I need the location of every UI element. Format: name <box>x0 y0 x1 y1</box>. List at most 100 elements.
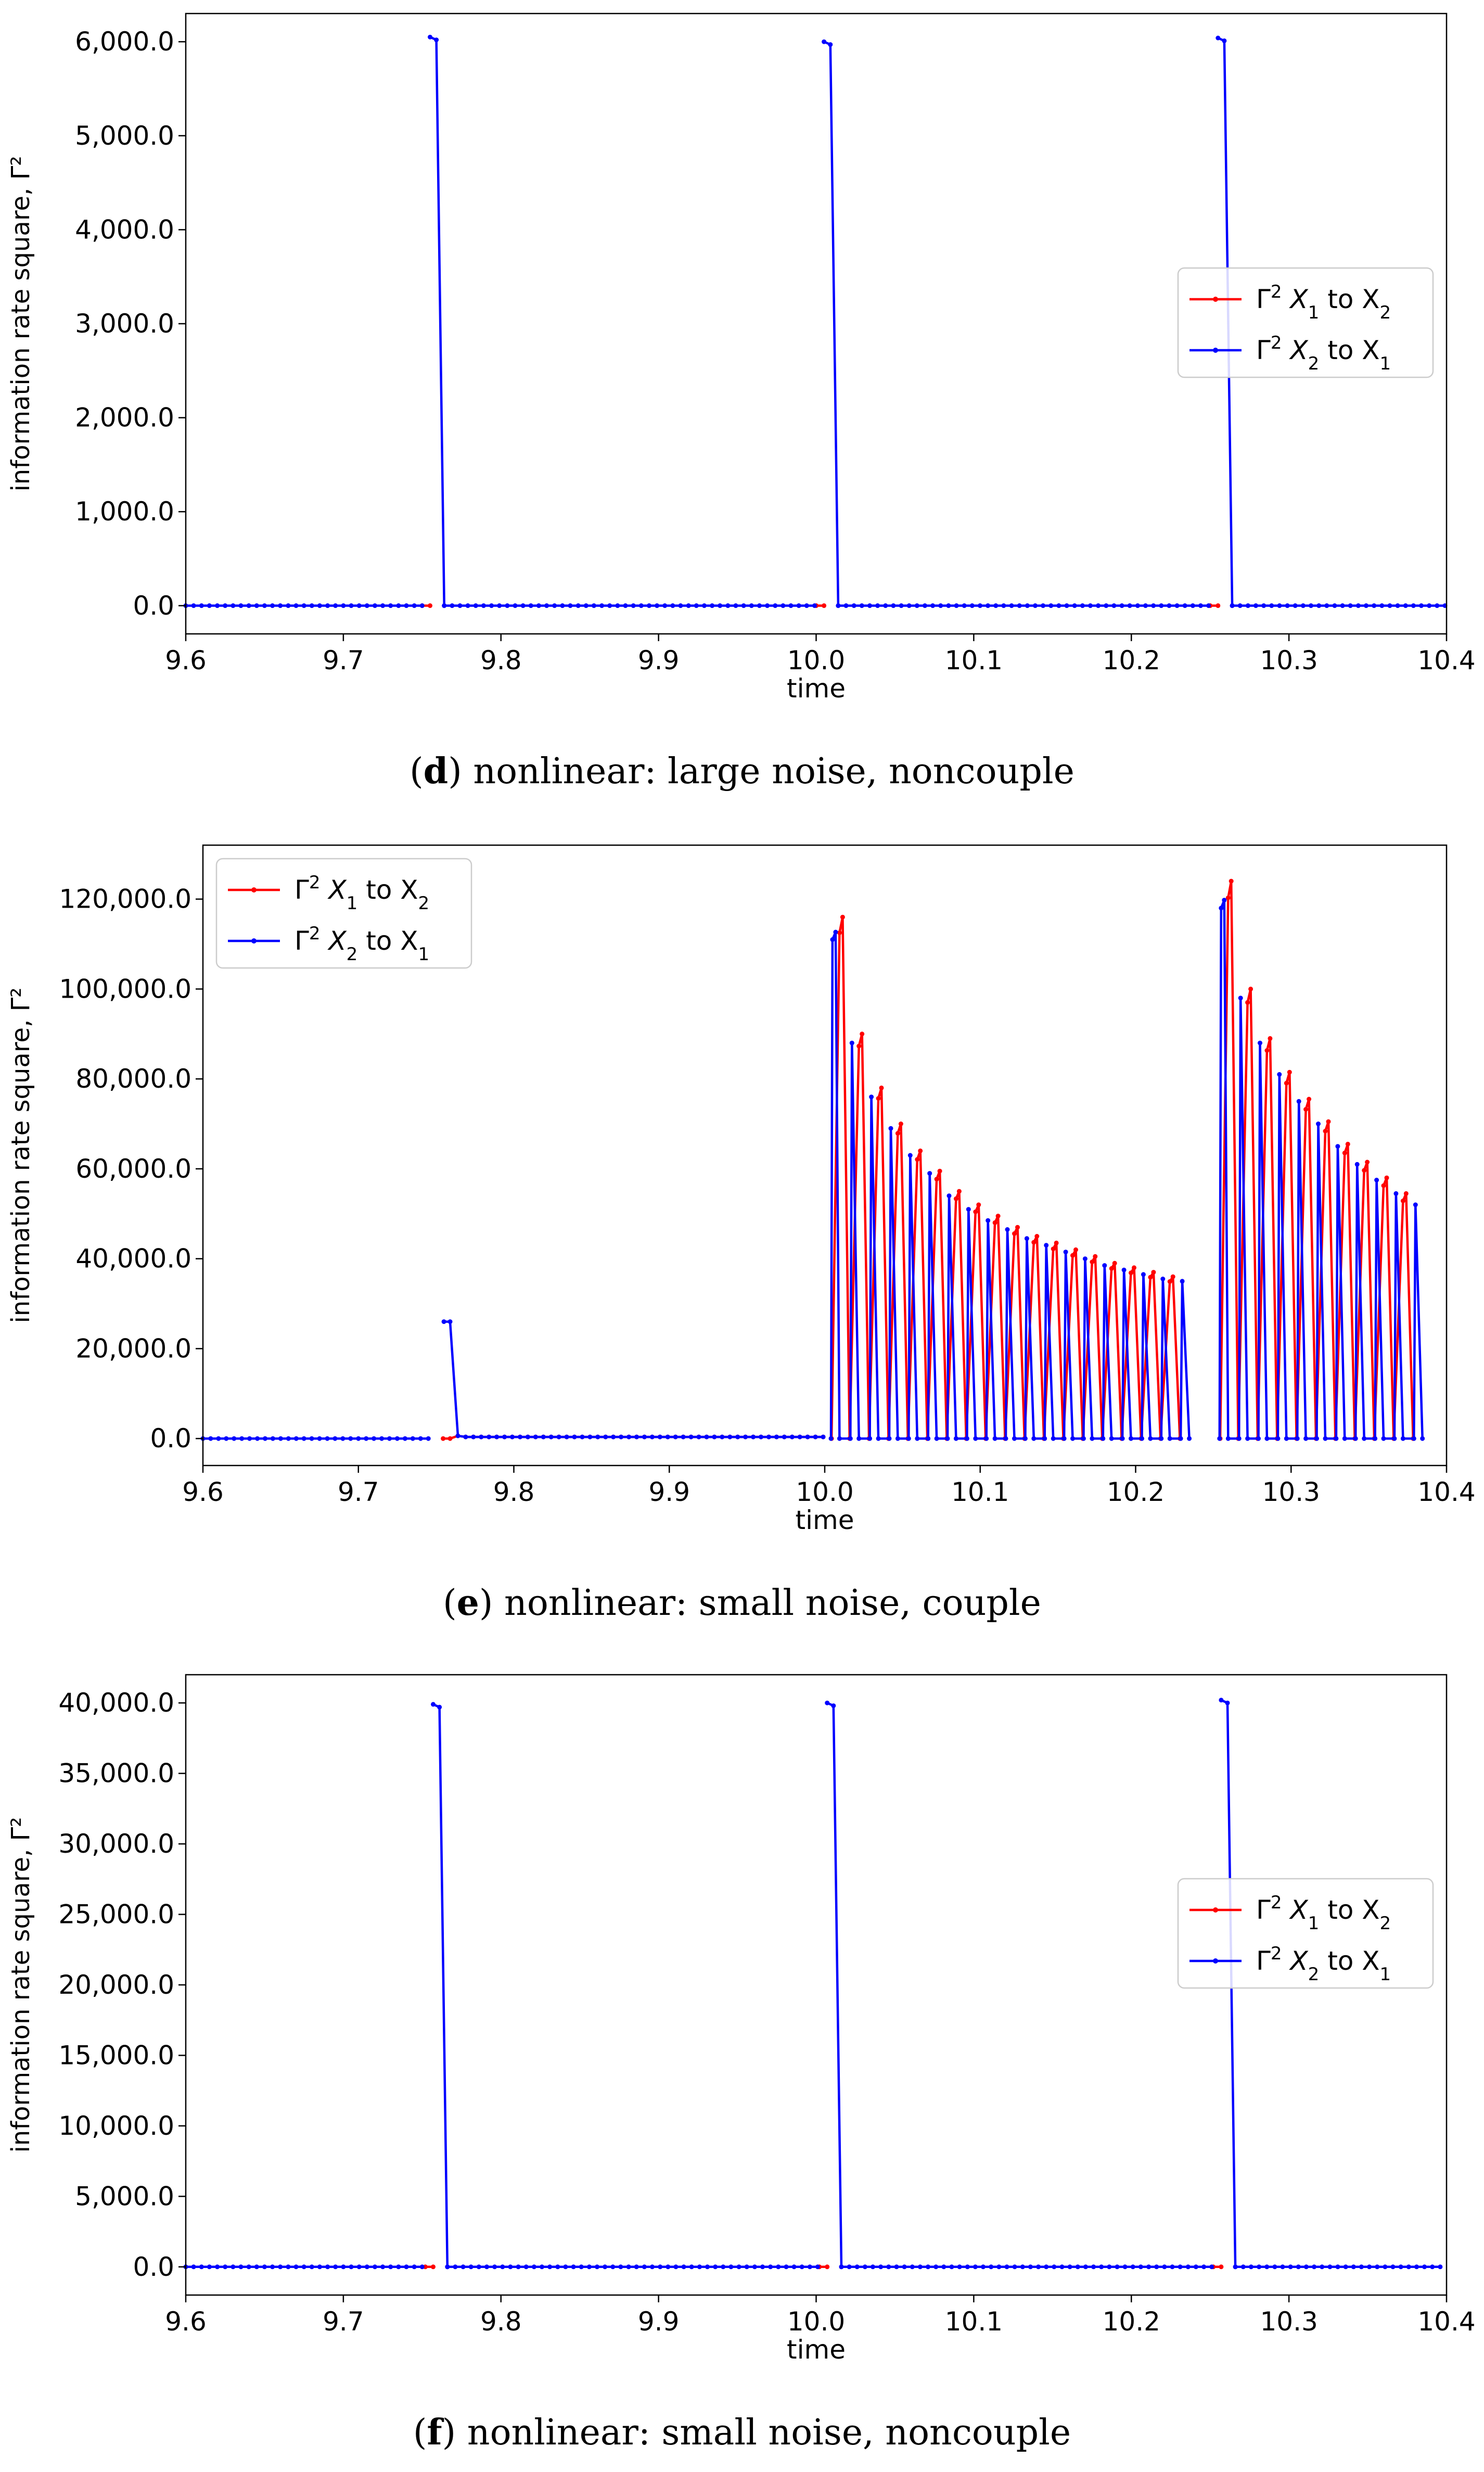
series-x1-to-x2-point <box>860 1031 865 1037</box>
series-x2-to-x1-point <box>782 1434 787 1439</box>
series-x2-to-x1-point <box>1374 1178 1379 1182</box>
series-x1-to-x2-point <box>1151 1270 1156 1275</box>
series-x2-to-x1-point <box>1303 1436 1309 1441</box>
series-x2-to-x1-point <box>964 1436 969 1441</box>
series-x2-to-x1-point <box>1296 1099 1301 1104</box>
series-x2-to-x1-point <box>286 1436 291 1441</box>
series-x2-to-x1-point <box>945 1436 950 1441</box>
series-x2-to-x1-point <box>615 603 620 608</box>
series-x2-to-x1-point <box>856 1436 862 1441</box>
series-x2-to-x1-point <box>1009 603 1014 608</box>
series-x2-to-x1-point <box>223 2264 228 2270</box>
legend-label: Γ2 X1 to X2 <box>295 872 429 914</box>
series-x2-to-x1-point <box>741 603 746 608</box>
y-tick-label: 35,000.0 <box>58 1759 174 1789</box>
series-x1-to-x2-point <box>1345 1141 1350 1146</box>
series-x1-to-x2-point <box>1170 1274 1175 1279</box>
series-x2-to-x1-point <box>1080 603 1085 608</box>
series-x2-to-x1-point <box>689 2264 694 2270</box>
series-x2-to-x1-point <box>1140 1436 1144 1441</box>
series-x2-to-x1-point <box>902 2264 907 2270</box>
series-x2-to-x1-point <box>232 1436 237 1441</box>
series-x2-to-x1-point <box>548 1434 554 1439</box>
series-x1-to-x2-point <box>840 914 845 920</box>
series-x2-to-x1-point <box>1041 603 1046 608</box>
series-x1-to-x2-point <box>1264 1048 1270 1053</box>
series-x1-to-x2-point <box>973 1209 978 1214</box>
series-x2-to-x1-point <box>854 2264 860 2270</box>
series-x2-to-x1-point <box>791 2264 797 2270</box>
series-x2-to-x1-point <box>694 603 699 608</box>
series-x2-to-x1-point <box>954 603 959 608</box>
series-x2-to-x1-point <box>1111 603 1117 608</box>
series-x2-to-x1-point <box>710 603 715 608</box>
series-x2-to-x1-point <box>1342 1436 1347 1441</box>
series-x2-to-x1-point <box>949 2264 954 2270</box>
series-x2-to-x1-point <box>1335 1144 1340 1149</box>
series-x1-to-x2-point <box>1090 1259 1095 1265</box>
series-x2-to-x1-point <box>1216 35 1221 41</box>
series-x2-to-x1-point <box>766 1434 771 1439</box>
x-tick-label: 10.1 <box>951 1477 1009 1507</box>
series-x2-to-x1-point <box>828 42 833 47</box>
series-x2-to-x1-point <box>1101 1436 1106 1441</box>
series-x2-to-x1-point <box>807 2264 812 2270</box>
series-x1-to-x2-point <box>1034 1234 1040 1239</box>
series-x2-to-x1-point <box>1025 603 1030 608</box>
y-tick-label: 20,000.0 <box>58 1970 174 2000</box>
series-x2-to-x1-point <box>301 1436 306 1441</box>
series-x2-to-x1-point <box>1063 1250 1068 1255</box>
series-x2-to-x1-point <box>484 2264 489 2270</box>
series-x2-to-x1-point <box>571 2264 576 2270</box>
y-tick-label: 5,000.0 <box>75 2181 174 2211</box>
series-x2-to-x1-point <box>821 1434 826 1439</box>
series-x2-to-x1-point <box>696 1434 701 1439</box>
series-x2-to-x1-point <box>208 1436 213 1441</box>
series-x2-to-x1-point <box>510 1434 515 1439</box>
series-x1-to-x2-point <box>898 1122 903 1126</box>
series-x1-to-x2-point <box>428 603 432 608</box>
legend-box <box>215 858 472 969</box>
series-x2-to-x1-point <box>246 603 251 608</box>
series-x2-to-x1-point <box>705 2264 710 2270</box>
series-x2-to-x1-point <box>595 1434 600 1439</box>
series-x1-to-x2-point <box>822 603 827 608</box>
series-x2-to-x1-point <box>489 603 494 608</box>
series-x2-to-x1-point <box>757 603 762 608</box>
series-x2-to-x1-point <box>760 2264 765 2270</box>
series-x2-to-x1-point <box>765 603 770 608</box>
series-x2-to-x1-point <box>662 603 668 608</box>
series-x2-to-x1-point <box>476 2264 481 2270</box>
x-tick-label: 10.0 <box>796 1477 853 1507</box>
series-x1-to-x2-point <box>441 1436 446 1441</box>
series-x2-to-x1-point <box>465 603 470 608</box>
series-x2-to-x1-point <box>528 603 533 608</box>
series-x2-to-x1-point <box>1217 1436 1222 1441</box>
series-x1-to-x2-point <box>1070 1253 1075 1258</box>
series-x2-to-x1-point <box>332 1436 338 1441</box>
series-x2-to-x1-point <box>1167 1436 1172 1441</box>
series-x2-to-x1-point <box>442 603 447 608</box>
series-x2-to-x1-point <box>325 1436 330 1441</box>
legend-label: Γ2 X2 to X1 <box>1256 1943 1391 1985</box>
series-x2-to-x1-point <box>638 603 644 608</box>
legend-marker <box>251 887 257 893</box>
series-x2-to-x1-point <box>372 1436 377 1441</box>
series-x2-to-x1-point <box>513 603 518 608</box>
series-x2-to-x1-point <box>1185 2264 1191 2270</box>
series-x2-to-x1-point <box>434 37 439 43</box>
series-x2-to-x1-point <box>843 603 849 608</box>
series-x2-to-x1-point <box>1316 603 1322 608</box>
series-x2-to-x1-point <box>1170 2264 1175 2270</box>
series-x2-to-x1-point <box>224 1436 229 1441</box>
series-x1-to-x2 <box>423 2264 1224 2270</box>
series-x2-to-x1-point <box>1206 603 1211 608</box>
legend-entry: Γ2 X2 to X1 <box>1189 1943 1391 1985</box>
series-x1-to-x2-point <box>1403 1191 1409 1196</box>
series-x2-to-x1-point <box>984 1436 989 1441</box>
series-x2-to-x1-point <box>1129 1436 1133 1441</box>
series-x2-to-x1-point <box>388 2264 393 2270</box>
series-x2-to-x1-point <box>1001 603 1006 608</box>
series-x2-to-x1-point <box>1222 898 1227 903</box>
series-x2-to-x1-point <box>231 2264 236 2270</box>
